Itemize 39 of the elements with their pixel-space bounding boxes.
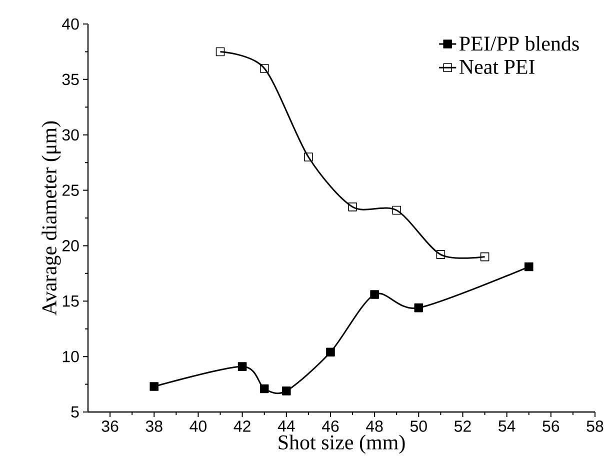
point — [524, 262, 534, 272]
x-tick-label: 48 — [366, 420, 383, 432]
legend-label: Neat PEI — [460, 60, 535, 74]
point — [304, 152, 313, 162]
y-tick-label: 5 — [71, 406, 79, 418]
point — [238, 362, 247, 371]
x-tick-label: 56 — [542, 420, 560, 432]
x-tick-label: 46 — [322, 420, 339, 432]
point — [480, 252, 490, 262]
point — [370, 290, 379, 299]
x-tick-label: 52 — [454, 420, 471, 432]
x-tick-label: 40 — [190, 420, 206, 432]
point — [260, 384, 269, 394]
x-tick-label: 38 — [146, 420, 162, 432]
y-tick-label: 30 — [62, 129, 79, 141]
point — [282, 386, 291, 396]
y-tick-label: 20 — [62, 240, 79, 252]
x-tick-label: 44 — [278, 420, 295, 432]
point — [150, 382, 159, 391]
point — [348, 202, 357, 212]
x-tick-label: 58 — [586, 420, 604, 432]
x-axis-title: Shot size (mm) — [278, 434, 405, 454]
y-tick-label: 15 — [62, 296, 79, 307]
y-axis-title: Avarage diameter (μm) — [42, 121, 61, 316]
point — [216, 47, 225, 56]
y-tick-label: 40 — [62, 18, 79, 30]
point — [326, 348, 335, 357]
point — [436, 250, 446, 259]
point — [392, 206, 402, 215]
point — [414, 303, 424, 312]
x-tick-label: 42 — [234, 420, 250, 432]
point — [260, 64, 269, 73]
x-tick-label: 54 — [498, 420, 516, 432]
legend-label: PEI/PP blends — [460, 36, 579, 51]
y-tick-label: 35 — [62, 74, 79, 86]
y-tick-label: 25 — [62, 184, 79, 196]
y-tick-label: 10 — [62, 350, 79, 362]
x-tick-label: 50 — [410, 420, 427, 432]
x-tick-label: 36 — [102, 420, 118, 432]
